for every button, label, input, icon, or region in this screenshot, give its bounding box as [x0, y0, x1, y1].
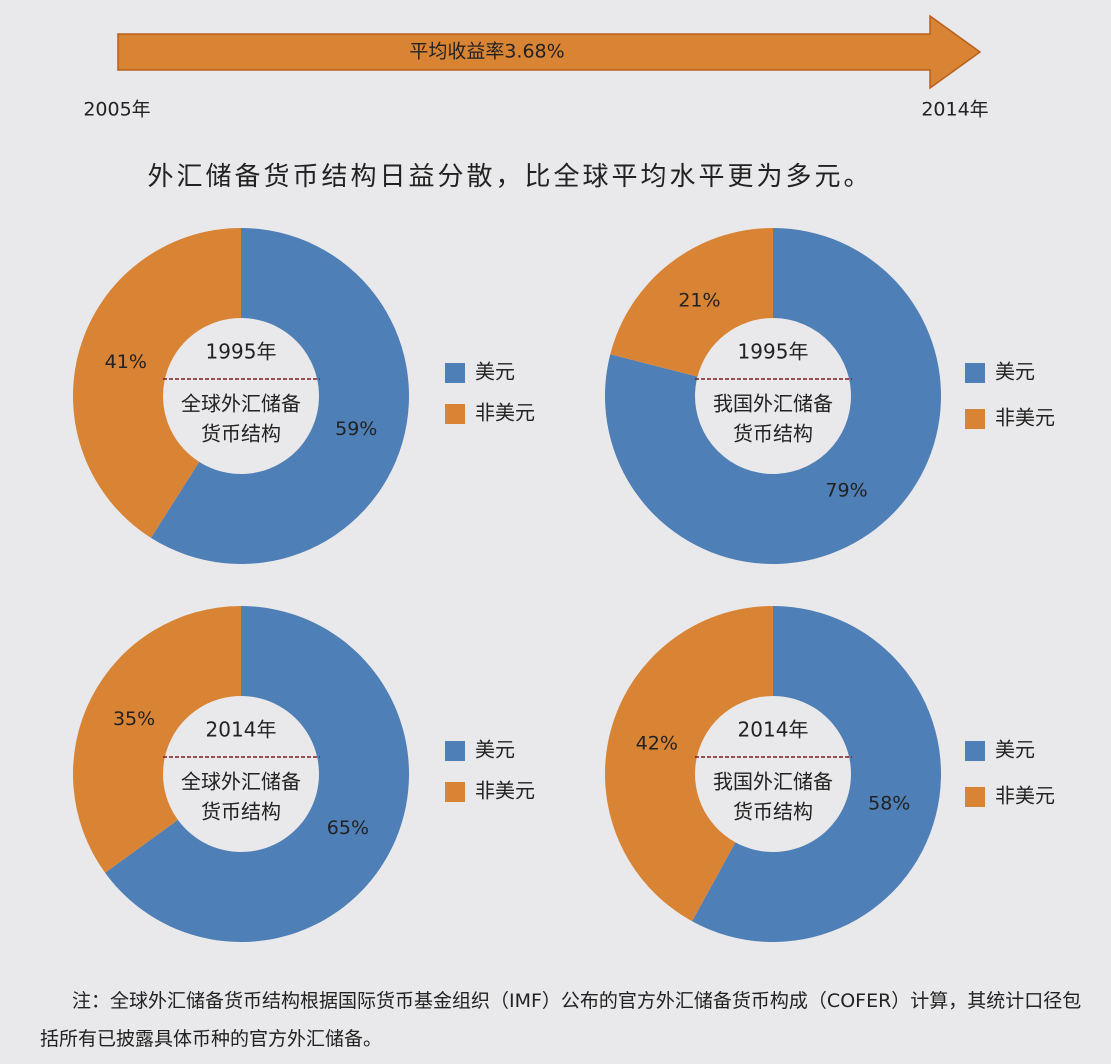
start-year: 2005年 [83, 99, 150, 121]
legend-swatch [445, 404, 465, 424]
center-year: 2014年 [738, 718, 809, 742]
donut-segment [604, 228, 942, 564]
center-year: 1995年 [738, 340, 809, 364]
legend-swatch [965, 787, 985, 807]
donut-segment [105, 606, 410, 942]
donut-segment [604, 606, 773, 922]
center-title: 货币结构 [201, 422, 281, 446]
value-label: 21% [678, 290, 720, 312]
legend-label: 非美元 [475, 401, 535, 425]
center-title: 货币结构 [201, 800, 281, 824]
legend-label: 非美元 [995, 784, 1055, 808]
end-year: 2014年 [921, 99, 988, 121]
legend-swatch [445, 363, 465, 383]
legend-swatch [965, 409, 985, 429]
donut-segment [610, 228, 773, 377]
center-title: 全球外汇储备 [181, 392, 301, 416]
center-year: 2014年 [206, 718, 277, 742]
arrow [117, 14, 982, 90]
headline: 外汇储备货币结构日益分散，比全球平均水平更为多元。 [147, 162, 872, 192]
legend-label: 非美元 [995, 406, 1055, 430]
legend-label: 美元 [475, 360, 515, 384]
center-year: 1995年 [206, 340, 277, 364]
center-title: 货币结构 [733, 800, 813, 824]
note: 注：全球外汇储备货币结构根据国际货币基金组织（IMF）公布的官方外汇储备货币构成… [40, 990, 1082, 1050]
legend-label: 美元 [475, 738, 515, 762]
charts: 平均收益率3.68% 2005年 2014年 外汇储备货币结构日益分散，比全球平… [73, 14, 1055, 942]
donut-segment [150, 228, 410, 565]
legend-swatch [445, 782, 465, 802]
legend-label: 美元 [995, 738, 1035, 762]
legend-swatch [445, 741, 465, 761]
value-label: 35% [113, 708, 155, 730]
donut-segment [73, 228, 241, 538]
center-title: 我国外汇储备 [713, 392, 833, 416]
legend-label: 美元 [995, 360, 1035, 384]
legend-label: 非美元 [475, 779, 535, 803]
center-title: 全球外汇储备 [181, 770, 301, 794]
value-label: 58% [868, 792, 910, 814]
value-label: 65% [327, 817, 369, 839]
arrow-label: 平均收益率3.68% [409, 41, 564, 63]
value-label: 42% [636, 733, 678, 755]
center-title: 我国外汇储备 [713, 770, 833, 794]
legend-swatch [965, 363, 985, 383]
value-label: 41% [105, 351, 147, 373]
value-label: 79% [825, 479, 867, 501]
center-title: 货币结构 [733, 422, 813, 446]
donut-segment [692, 606, 941, 942]
legend-swatch [965, 741, 985, 761]
value-label: 59% [335, 418, 377, 440]
donut-segment [73, 606, 242, 873]
